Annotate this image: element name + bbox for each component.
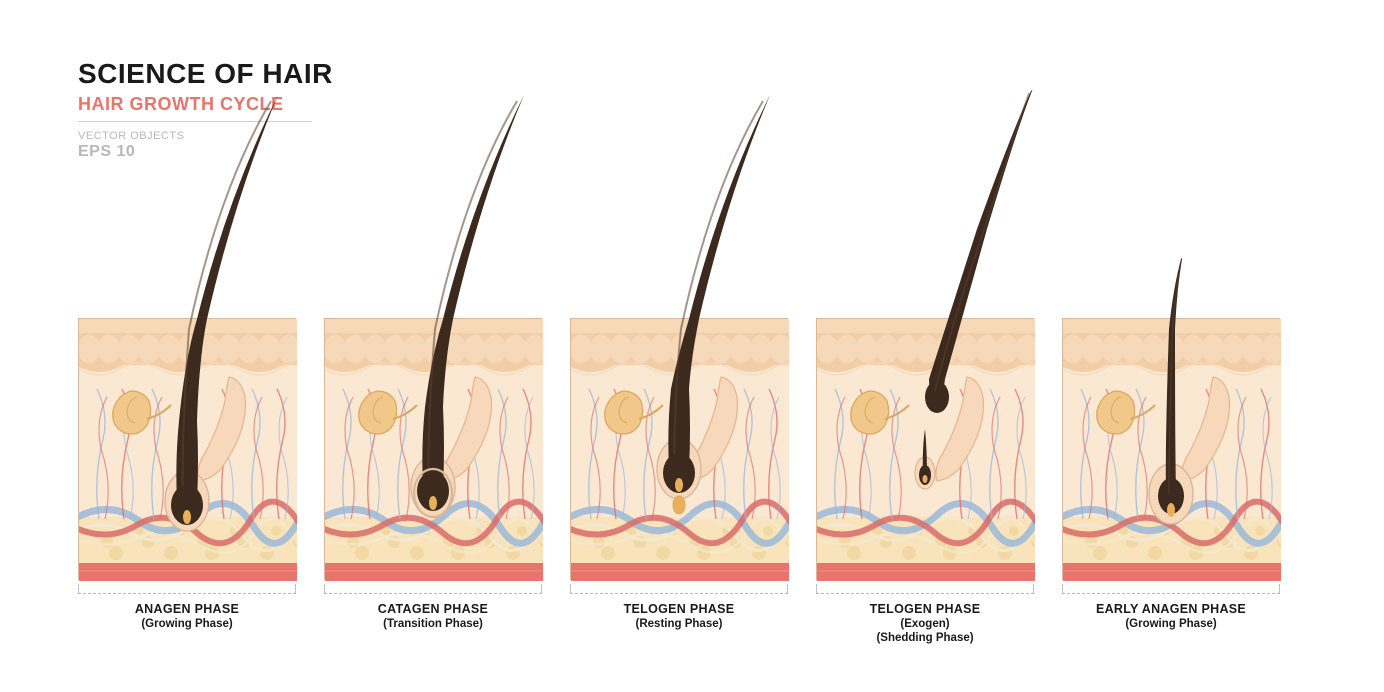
- phase-panel: [570, 318, 788, 580]
- phase-column: TELOGEN PHASE (Resting Phase): [570, 318, 788, 644]
- header: SCIENCE OF HAIR HAIR GROWTH CYCLE VECTOR…: [78, 58, 333, 161]
- meta-line-1: VECTOR OBJECTS: [78, 130, 333, 142]
- skin-cross-section: [325, 319, 543, 581]
- phase-name: CATAGEN PHASE: [378, 602, 488, 616]
- phase-subtitle: (Resting Phase): [636, 618, 723, 630]
- phase-column: ANAGEN PHASE (Growing Phase): [78, 318, 296, 644]
- bracket: [324, 584, 542, 594]
- phase-column: EARLY ANAGEN PHASE (Growing Phase): [1062, 318, 1280, 644]
- phase-name: ANAGEN PHASE: [135, 602, 239, 616]
- phase-panel: [816, 318, 1034, 580]
- phase-panel: [78, 318, 296, 580]
- phases-row: ANAGEN PHASE (Growing Phase): [78, 318, 1280, 644]
- bracket: [1062, 584, 1280, 594]
- phase-panel: [324, 318, 542, 580]
- subtitle: HAIR GROWTH CYCLE: [78, 94, 312, 122]
- phase-subtitle: (Growing Phase): [141, 618, 232, 630]
- phase-subtitle: (Growing Phase): [1125, 618, 1216, 630]
- phase-name: TELOGEN PHASE: [870, 602, 981, 616]
- skin-cross-section: [79, 319, 297, 581]
- main-title: SCIENCE OF HAIR: [78, 58, 333, 90]
- phase-subtitle: (Exogen): [900, 618, 949, 630]
- phase-subtitle: (Transition Phase): [383, 618, 483, 630]
- bracket: [570, 584, 788, 594]
- phase-panel: [1062, 318, 1280, 580]
- bracket: [816, 584, 1034, 594]
- bracket: [78, 584, 296, 594]
- skin-cross-section: [571, 319, 789, 581]
- meta-line-2: EPS 10: [78, 143, 333, 161]
- phase-name: EARLY ANAGEN PHASE: [1096, 602, 1246, 616]
- skin-cross-section: [1063, 319, 1281, 581]
- phase-column: CATAGEN PHASE (Transition Phase): [324, 318, 542, 644]
- skin-cross-section: [817, 319, 1035, 581]
- phase-name: TELOGEN PHASE: [624, 602, 735, 616]
- phase-subtitle-2: (Shedding Phase): [876, 632, 973, 644]
- phase-column: TELOGEN PHASE (Exogen) (Shedding Phase): [816, 318, 1034, 644]
